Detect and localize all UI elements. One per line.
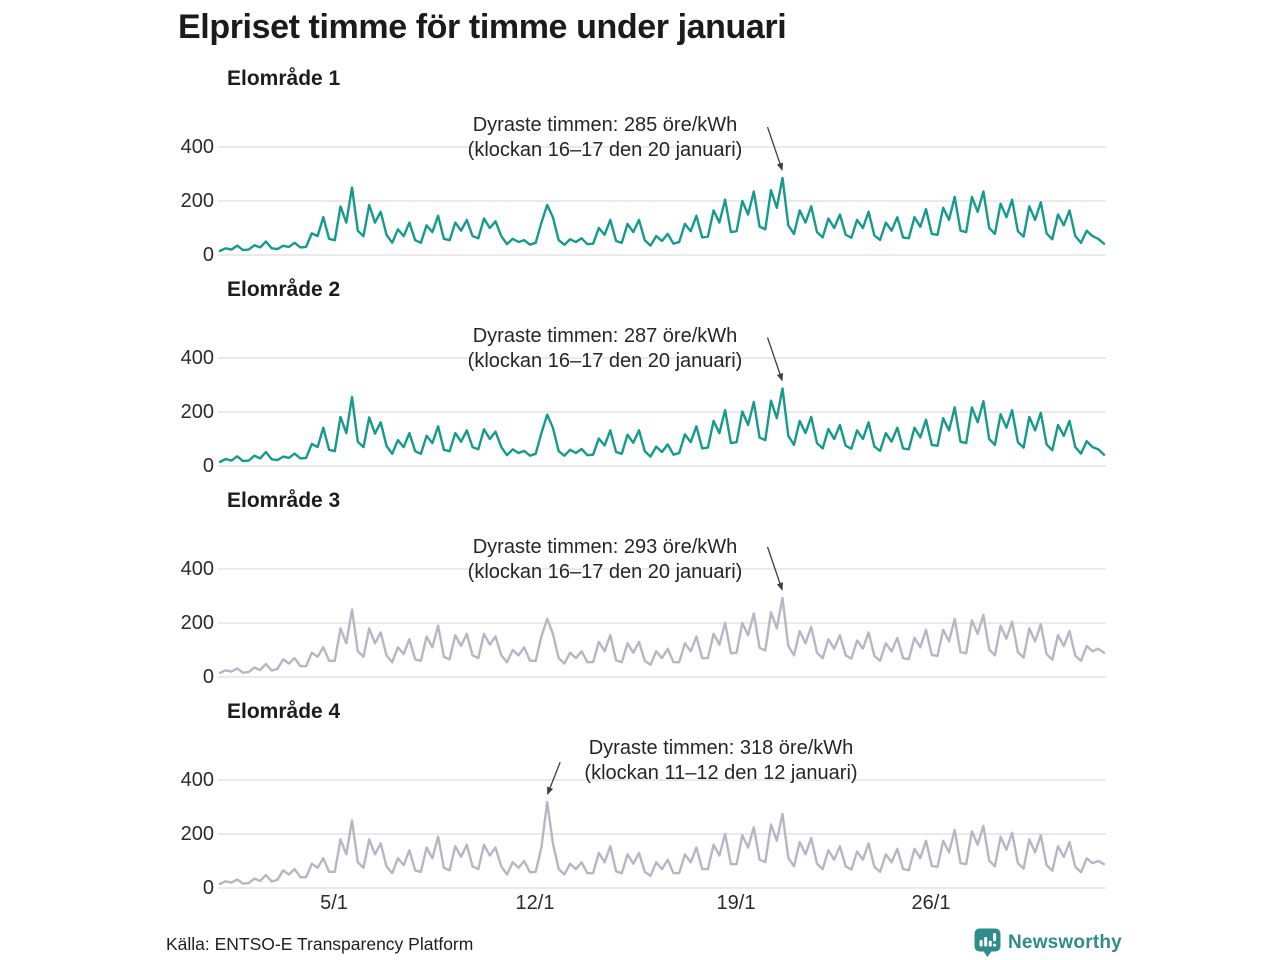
x-axis: 5/1 12/1 19/1 26/1: [0, 892, 1280, 918]
annotation-line-1: Dyraste timmen: 287 öre/kWh: [472, 325, 738, 347]
source-note: Källa: ENTSO-E Transparency Platform: [166, 934, 474, 954]
annotation-line-2: (klockan 11–12 den 12 januari): [584, 761, 858, 784]
annotation-line-2: (klockan 16–17 den 20 januari): [467, 138, 743, 161]
panel-elomrade-1: Elområde 1 400 200 0 Dyraste timmen: 285…: [0, 65, 1280, 276]
annotation-line-2: (klockan 16–17 den 20 januari): [467, 560, 743, 583]
y-axis-tick-200: 200: [180, 823, 214, 845]
annotation-line-1: Dyraste timmen: 293 öre/kWh: [472, 536, 738, 558]
panel-subtitle: Elområde 1: [227, 67, 341, 90]
price-line-chart: [218, 337, 1106, 467]
panel-subtitle: Elområde 4: [227, 700, 341, 723]
annotation-line-1: Dyraste timmen: 318 öre/kWh: [588, 737, 854, 759]
y-axis-tick-0: 0: [202, 244, 214, 266]
y-axis-tick-200: 200: [180, 612, 214, 634]
y-axis-tick-400: 400: [180, 769, 214, 791]
max-price-annotation: Dyraste timmen: 318 öre/kWh (klockan 11–…: [556, 736, 886, 785]
y-axis-tick-400: 400: [180, 558, 214, 580]
price-line-chart: [218, 546, 1106, 678]
x-axis-tick: 5/1: [320, 892, 348, 914]
brand-name: Newsworthy: [1008, 932, 1122, 953]
panel-subtitle: Elområde 3: [227, 489, 341, 512]
annotation-line-2: (klockan 16–17 den 20 januari): [467, 349, 743, 372]
annotation-line-1: Dyraste timmen: 285 öre/kWh: [472, 114, 738, 136]
page-title: Elpriset timme för timme under januari: [178, 8, 787, 46]
max-price-annotation: Dyraste timmen: 293 öre/kWh (klockan 16–…: [440, 535, 770, 584]
max-price-annotation: Dyraste timmen: 285 öre/kWh (klockan 16–…: [440, 113, 770, 162]
panel-elomrade-2: Elområde 2 400 200 0 Dyraste timmen: 287…: [0, 276, 1280, 487]
price-line-chart: [218, 126, 1106, 256]
y-axis-tick-200: 200: [180, 190, 214, 212]
x-axis-tick: 12/1: [515, 892, 555, 914]
y-axis-tick-0: 0: [202, 666, 214, 688]
y-axis-tick-200: 200: [180, 401, 214, 423]
panel-elomrade-3: Elområde 3 400 200 0 Dyraste timmen: 293…: [0, 487, 1280, 698]
x-axis-tick: 19/1: [716, 892, 756, 914]
max-price-annotation: Dyraste timmen: 287 öre/kWh (klockan 16–…: [440, 324, 770, 373]
newsworthy-brand: Newsworthy: [974, 928, 1122, 958]
panel-elomrade-4: Elområde 4 400 200 0 Dyraste timmen: 318…: [0, 698, 1280, 909]
panel-subtitle: Elområde 2: [227, 278, 341, 301]
y-axis-tick-0: 0: [202, 877, 214, 899]
y-axis-tick-400: 400: [180, 347, 214, 369]
y-axis-tick-400: 400: [180, 136, 214, 158]
newsworthy-logo-icon: [974, 928, 1001, 957]
price-line-chart: [218, 761, 1106, 889]
x-axis-tick: 26/1: [911, 892, 951, 914]
y-axis-tick-0: 0: [202, 455, 214, 477]
